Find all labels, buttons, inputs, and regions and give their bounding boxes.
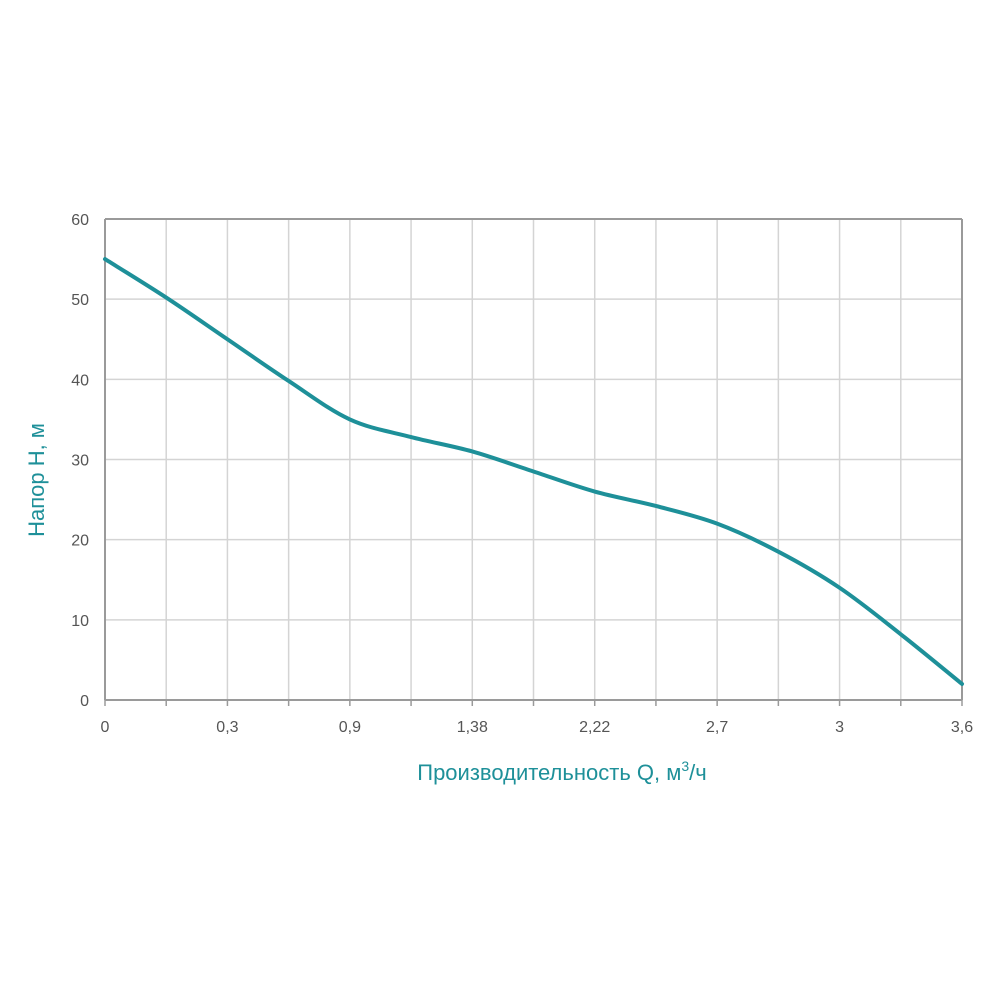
x-tick-label: 1,38 xyxy=(457,719,488,736)
y-tick-label: 10 xyxy=(71,613,89,630)
y-tick-label: 60 xyxy=(71,212,89,229)
grid-lines xyxy=(105,218,963,700)
head-flow-curve xyxy=(103,257,964,686)
axes xyxy=(104,218,963,706)
x-axis-title: Производительность Q, м3/ч xyxy=(417,758,706,785)
series-layer xyxy=(103,257,964,686)
y-tick-label: 50 xyxy=(71,292,89,309)
x-tick-label: 0,9 xyxy=(339,719,361,736)
y-tick-label: 20 xyxy=(71,533,89,550)
y-tick-label: 0 xyxy=(80,693,89,710)
y-axis-title: Напор H, м xyxy=(24,423,49,537)
y-tick-label: 40 xyxy=(71,372,89,389)
x-tick-label: 3 xyxy=(835,719,844,736)
x-tick-label: 0,3 xyxy=(216,719,238,736)
y-tick-label: 30 xyxy=(71,453,89,470)
x-tick-label: 2,7 xyxy=(706,719,728,736)
tick-labels: 0 0,3 0,9 1,38 2,22 2,7 3 3,6 0 10 20 30 40 50 60 xyxy=(71,212,973,736)
x-tick-label: 2,22 xyxy=(579,719,610,736)
x-tick-label: 0 xyxy=(101,719,110,736)
x-tick-label: 3,6 xyxy=(951,719,973,736)
